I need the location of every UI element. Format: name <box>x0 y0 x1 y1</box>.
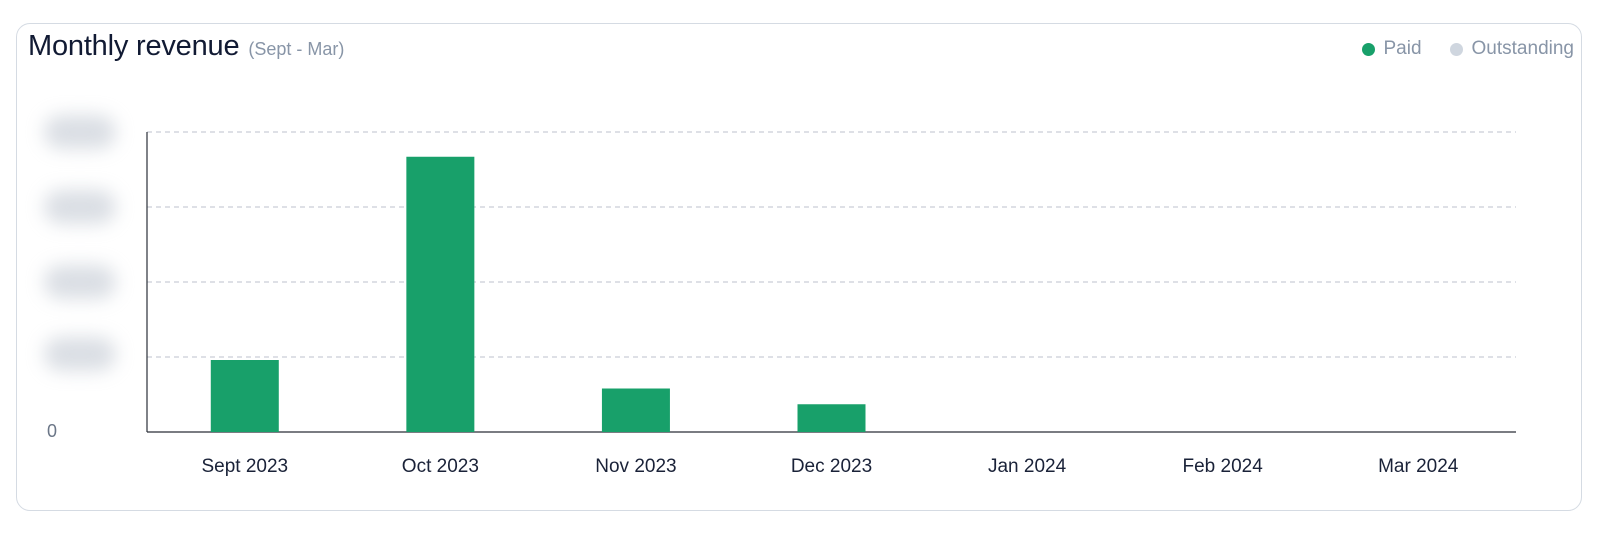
bar-paid <box>210 360 279 432</box>
legend-item-outstanding[interactable]: Outstanding <box>1449 38 1574 60</box>
y-tick-label-blurred <box>44 265 116 299</box>
legend-label-paid: Paid <box>1383 38 1422 59</box>
chart-header: Monthly revenue (Sept - Mar) <box>28 30 344 63</box>
chart-subtitle: (Sept - Mar) <box>248 39 345 59</box>
x-tick-label: Jan 2024 <box>988 456 1067 477</box>
y-tick-label-blurred <box>44 115 116 149</box>
bar-paid <box>797 404 866 432</box>
x-tick-label: Sept 2023 <box>201 456 288 477</box>
legend-item-paid[interactable]: Paid <box>1361 38 1422 60</box>
bar-paid <box>601 388 670 432</box>
y-tick-label-blurred <box>44 190 116 224</box>
x-tick-label: Dec 2023 <box>791 456 872 477</box>
x-tick-label: Mar 2024 <box>1378 456 1459 477</box>
legend-dot-paid <box>1361 42 1375 56</box>
y-tick-label-zero: 0 <box>47 421 58 441</box>
x-tick-label: Feb 2024 <box>1182 456 1263 477</box>
y-tick-label-blurred <box>44 337 116 371</box>
chart-legend: Paid Outstanding <box>1334 38 1574 60</box>
bar-paid <box>406 156 475 432</box>
legend-dot-outstanding <box>1449 42 1463 56</box>
x-tick-label: Nov 2023 <box>595 456 676 477</box>
chart-title: Monthly revenue <box>28 30 240 62</box>
legend-label-outstanding: Outstanding <box>1471 38 1574 59</box>
x-tick-label: Oct 2023 <box>402 456 479 477</box>
